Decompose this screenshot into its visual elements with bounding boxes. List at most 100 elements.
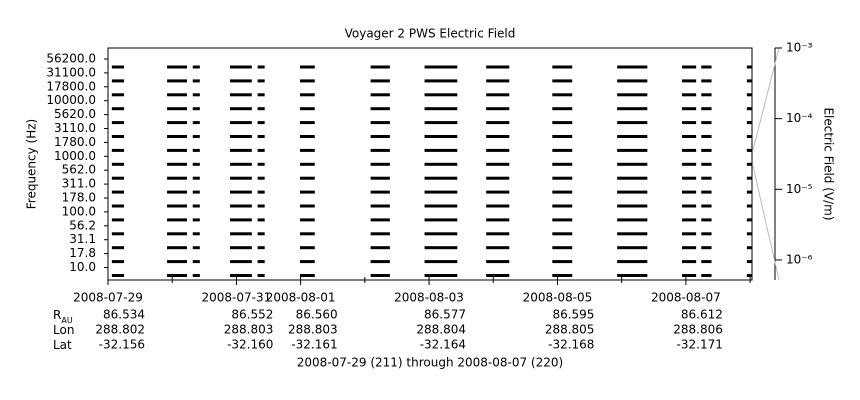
coverage-bar <box>701 65 712 69</box>
coverage-bar <box>257 176 265 180</box>
ephemeris-value: 288.804 <box>416 323 466 337</box>
coverage-bar <box>617 107 648 111</box>
coverage-bar <box>167 190 187 194</box>
ephemeris-value: 288.803 <box>288 323 338 337</box>
coverage-bar <box>486 274 510 277</box>
y-tick-label: 178.0 <box>62 191 96 205</box>
coverage-bar <box>617 121 648 125</box>
coverage-bar <box>299 218 315 222</box>
coverage-bar <box>370 79 390 83</box>
chart-title: Voyager 2 PWS Electric Field <box>345 27 516 41</box>
coverage-bar <box>192 65 200 69</box>
coverage-bar <box>257 148 265 152</box>
coverage-bar <box>370 107 390 111</box>
coverage-bar <box>424 93 458 97</box>
ephemeris-value: 288.806 <box>673 323 723 337</box>
coverage-bar <box>746 176 752 180</box>
coverage-bar <box>192 148 200 152</box>
ephemeris-name: Lat <box>53 338 72 352</box>
coverage-bar <box>617 148 648 152</box>
coverage-bar <box>167 121 187 125</box>
coverage-bar <box>111 246 125 250</box>
coverage-bar <box>192 93 200 97</box>
coverage-bar <box>682 93 697 97</box>
coverage-bar <box>746 190 752 194</box>
coverage-bar <box>424 176 458 180</box>
coverage-bar <box>701 79 712 83</box>
coverage-bar <box>370 93 390 97</box>
coverage-bar <box>257 65 265 69</box>
coverage-bar <box>167 65 187 69</box>
coverage-bar <box>229 121 252 125</box>
coverage-bar <box>370 232 390 236</box>
coverage-bar <box>617 190 648 194</box>
coverage-bar <box>299 274 315 277</box>
coverage-bar <box>229 148 252 152</box>
y2-tick-label: 10⁻⁴ <box>786 111 813 125</box>
coverage-bar <box>370 274 390 277</box>
y-tick-label: 10.0 <box>69 260 96 274</box>
coverage-bar <box>701 232 712 236</box>
y-tick-label: 31.1 <box>69 232 96 246</box>
coverage-bar <box>229 79 252 83</box>
coverage-bar <box>682 65 697 69</box>
ephemeris-value: -32.164 <box>420 338 466 352</box>
coverage-bar <box>257 79 265 83</box>
coverage-bar <box>299 148 315 152</box>
coverage-bar <box>192 232 200 236</box>
coverage-bar <box>617 93 648 97</box>
coverage-bar <box>424 204 458 208</box>
coverage-bar <box>552 162 573 166</box>
coverage-bar <box>617 232 648 236</box>
coverage-bar <box>257 190 265 194</box>
y-tick-label: 3110.0 <box>54 121 96 135</box>
y-tick-label: 56.2 <box>69 218 96 232</box>
coverage-bar <box>552 232 573 236</box>
coverage-bar <box>167 204 187 208</box>
y-axis-label: Frequency (Hz) <box>25 119 39 210</box>
scale-connector <box>752 165 780 281</box>
coverage-bar <box>111 121 125 125</box>
coverage-bar <box>486 260 510 264</box>
coverage-bar <box>701 204 712 208</box>
coverage-bar <box>257 246 265 250</box>
coverage-bar <box>746 107 752 111</box>
coverage-bar <box>746 218 752 222</box>
ephemeris-value: 86.560 <box>296 308 338 322</box>
y-tick-label: 100.0 <box>62 204 96 218</box>
coverage-bar <box>299 65 315 69</box>
coverage-bar <box>111 260 125 264</box>
coverage-bar <box>552 65 573 69</box>
coverage-bar <box>682 246 697 250</box>
coverage-bar <box>701 260 712 264</box>
coverage-bar <box>552 204 573 208</box>
coverage-bar <box>746 204 752 208</box>
coverage-bar <box>617 65 648 69</box>
y-tick-label: 31100.0 <box>46 65 96 79</box>
coverage-bar <box>229 204 252 208</box>
coverage-bar <box>111 274 125 277</box>
x-tick-label: 2008-07-31 <box>202 291 272 305</box>
coverage-bar <box>552 79 573 83</box>
coverage-bar <box>299 176 315 180</box>
coverage-bar <box>617 176 648 180</box>
coverage-bar <box>746 260 752 264</box>
coverage-bar <box>552 274 573 277</box>
coverage-bar <box>424 79 458 83</box>
coverage-bar <box>424 148 458 152</box>
coverage-bar <box>486 246 510 250</box>
coverage-bar <box>111 135 125 138</box>
y-tick-label: 17800.0 <box>46 79 96 93</box>
coverage-bar <box>370 246 390 250</box>
coverage-bar <box>552 246 573 250</box>
coverage-bar <box>552 190 573 194</box>
coverage-bar <box>257 107 265 111</box>
x-tick-label: 2008-08-01 <box>266 291 336 305</box>
coverage-bar <box>299 93 315 97</box>
ephemeris-value: 86.534 <box>103 308 145 322</box>
coverage-bar <box>486 218 510 222</box>
coverage-bar <box>192 204 200 208</box>
coverage-bar <box>682 176 697 180</box>
coverage-bar <box>617 204 648 208</box>
coverage-bar <box>617 162 648 166</box>
